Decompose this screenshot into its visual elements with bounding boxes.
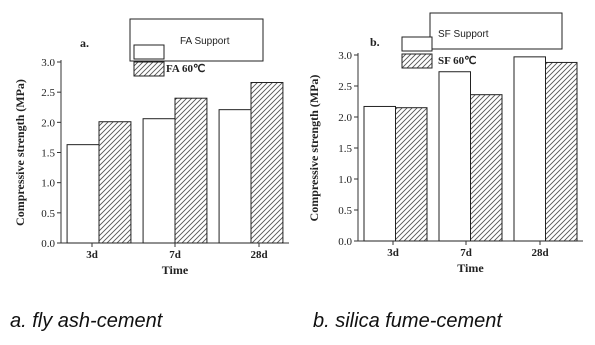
y-tick-label: 2.5 bbox=[338, 81, 352, 93]
bar-3d-60c bbox=[98, 121, 132, 244]
y-tick-label: 0.5 bbox=[41, 208, 55, 220]
legend-swatch-60c bbox=[401, 53, 433, 69]
chart-silica-fume: 0.0 0.5 1.0 1.5 2.0 2.5 3.0 3d 7d 28d Time Compress… bbox=[307, 12, 583, 275]
bar-3d-support bbox=[66, 144, 100, 244]
x-axis-label: Time bbox=[457, 261, 484, 275]
bar-3d-60c bbox=[395, 107, 428, 242]
bar-7d-60c bbox=[470, 94, 503, 242]
y-tick-label: 3.0 bbox=[338, 50, 352, 62]
x-tick-label: 3d bbox=[387, 247, 399, 259]
y-tick-label: 0.0 bbox=[338, 236, 352, 248]
legend-label-support: SF Support bbox=[438, 29, 489, 40]
legend-box bbox=[429, 12, 563, 50]
y-axis-label: Compressive strength (MPa) bbox=[307, 75, 321, 222]
chart-fly-ash: 0.0 0.5 1.0 1.5 2.0 2.5 3.0 3d 7d 28d Time Compress… bbox=[13, 18, 289, 277]
bar-7d-60c bbox=[174, 97, 208, 244]
panel-label: b. bbox=[370, 35, 380, 49]
legend-label-60c: SF 60℃ bbox=[438, 55, 477, 67]
legend-swatch-support bbox=[133, 44, 165, 60]
x-tick-label: 28d bbox=[531, 247, 548, 259]
legend-label-60c: FA 60℃ bbox=[166, 63, 205, 75]
x-tick-label: 3d bbox=[86, 249, 98, 261]
y-tick-label: 2.0 bbox=[338, 112, 352, 124]
y-tick-label: 1.5 bbox=[41, 148, 55, 160]
y-tick-label: 1.0 bbox=[41, 178, 55, 190]
caption-silica-fume: b. silica fume-cement bbox=[313, 310, 502, 332]
legend-swatch-support bbox=[401, 36, 433, 52]
bar-28d-60c bbox=[250, 82, 284, 244]
y-tick-label: 0.5 bbox=[338, 205, 352, 217]
panel-label: a. bbox=[80, 36, 89, 50]
bar-28d-60c bbox=[545, 61, 578, 242]
x-tick-label: 7d bbox=[169, 249, 181, 261]
y-tick-label: 1.5 bbox=[338, 143, 352, 155]
legend-swatch-60c bbox=[133, 61, 165, 77]
y-axis-label: Compressive strength (MPa) bbox=[13, 79, 27, 226]
bar-7d-support bbox=[438, 71, 471, 242]
x-tick-label: 7d bbox=[460, 247, 472, 259]
y-tick-label: 0.0 bbox=[41, 238, 55, 250]
y-tick-label: 3.0 bbox=[41, 57, 55, 69]
bar-28d-support bbox=[218, 109, 252, 244]
bar-3d-support bbox=[363, 105, 396, 242]
x-axis-label: Time bbox=[162, 263, 189, 277]
bar-28d-support bbox=[513, 56, 546, 242]
y-tick-label: 1.0 bbox=[338, 174, 352, 186]
bar-7d-support bbox=[142, 118, 176, 244]
caption-fly-ash: a. fly ash-cement bbox=[10, 310, 163, 332]
x-tick-label: 28d bbox=[250, 249, 267, 261]
y-tick-label: 2.0 bbox=[41, 117, 55, 129]
y-tick-label: 2.5 bbox=[41, 87, 55, 99]
legend-label-support: FA Support bbox=[180, 36, 230, 47]
